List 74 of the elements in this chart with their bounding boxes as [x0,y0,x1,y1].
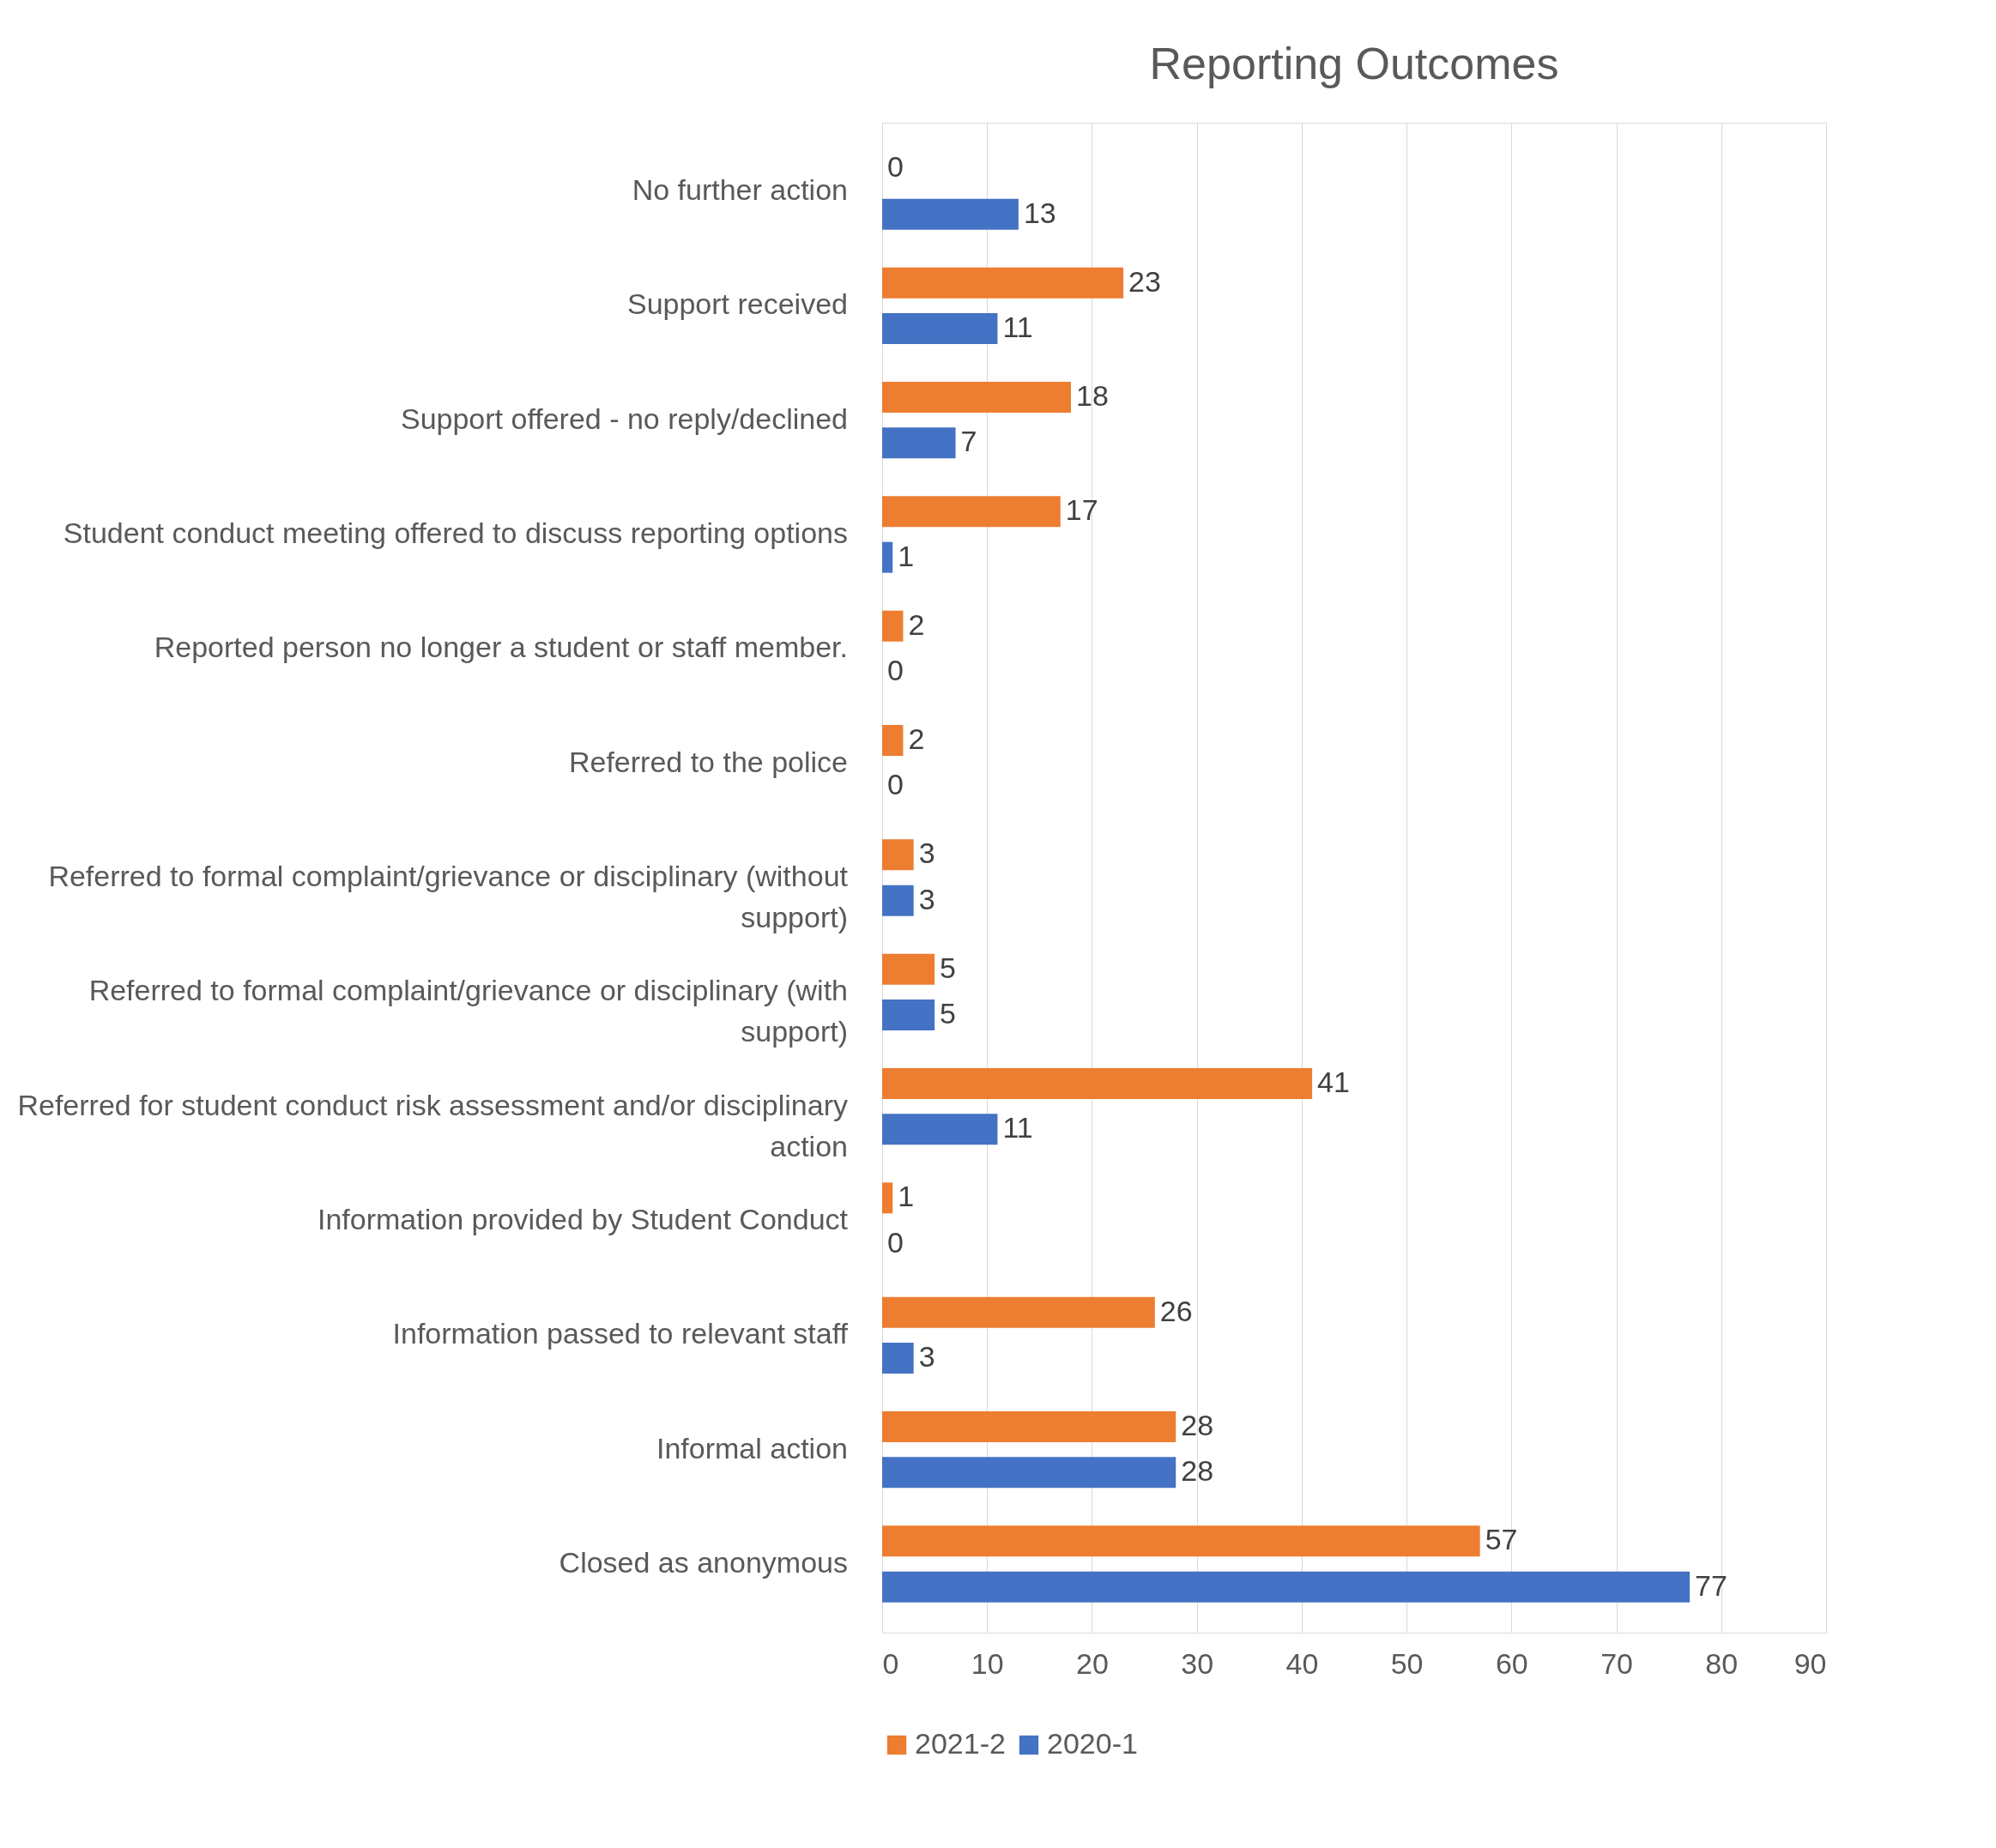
bar [882,610,904,642]
y-tick-label: Support received [626,287,848,321]
bar [882,267,1124,299]
bar [882,382,1071,413]
legend-label: 2021-2 [915,1727,1006,1760]
data-label: 28 [1181,1409,1214,1441]
bar [882,1068,1313,1099]
legend-label: 2020-1 [1047,1727,1138,1760]
data-label: 11 [1002,1111,1033,1144]
data-label: 0 [887,150,904,184]
bar [882,1411,1176,1442]
x-tick-label: 60 [1495,1646,1528,1680]
x-tick-label: 0 [882,1646,899,1680]
x-tick-label: 40 [1285,1646,1319,1680]
data-label: 2 [908,722,925,755]
bar [882,1182,893,1214]
data-label: 3 [918,836,935,870]
bar [882,725,904,756]
y-tick-label: Referred for student conduct risk assessment and/or disciplinary action [17,1088,848,1163]
y-tick-label: Referred to formal complaint/grievance or disciplinary (with support) [88,974,848,1048]
data-label: 17 [1065,493,1098,527]
y-tick-label: Information passed to relevant staff [392,1317,849,1350]
data-label: 13 [1023,196,1056,229]
y-tick-label: Reported person no longer a student or staff member. [154,631,848,664]
chart-title: Reporting Outcomes [1149,39,1559,88]
y-tick-label: Closed as anonymous [559,1546,848,1579]
data-label: 5 [940,951,957,984]
bar [882,427,956,459]
data-label: 28 [1181,1454,1214,1488]
x-tick-label: 30 [1181,1646,1214,1680]
data-label: 18 [1076,379,1109,412]
y-tick-label: Support offered - no reply/declined [400,402,848,435]
y-tick-label: Information provided by Student Conduct [317,1203,849,1235]
y-tick-label: Informal action [656,1431,848,1465]
x-tick-label: 70 [1600,1646,1633,1680]
y-tick-label: Student conduct meeting offered to discuss reporting options [63,516,848,549]
data-label: 1 [898,1180,915,1213]
x-tick-label: 80 [1705,1646,1739,1680]
bar [882,1571,1691,1603]
data-label: 41 [1317,1066,1350,1098]
data-label: 0 [887,1225,904,1259]
x-tick-label: 20 [1076,1646,1109,1680]
bar [882,1457,1176,1489]
data-label: 0 [887,768,904,801]
data-label: 11 [1002,311,1033,343]
data-label: 3 [918,1340,935,1373]
bar [882,1525,1480,1557]
y-tick-label: Referred to formal complaint/grievance or disciplinary (without support) [48,860,849,933]
data-label: 3 [918,882,935,915]
data-label: 57 [1485,1523,1518,1556]
bar [882,541,893,573]
data-label: 7 [960,425,977,458]
bar [882,1114,998,1145]
x-tick-label: 90 [1793,1646,1827,1680]
data-label: 5 [940,997,957,1030]
data-label: 1 [898,539,915,572]
data-label: 77 [1695,1568,1727,1602]
x-tick-label: 50 [1390,1646,1424,1680]
bar [882,885,914,916]
data-label: 2 [908,607,925,641]
bar [882,953,935,985]
bar [882,496,1061,528]
bar [882,1343,914,1374]
data-label: 0 [887,654,904,686]
y-tick-label: Referred to the police [568,745,848,778]
data-label: 26 [1159,1294,1193,1327]
bar [882,999,935,1030]
data-label: 23 [1128,264,1161,298]
bar [882,1296,1155,1328]
bar [882,313,998,344]
bar [882,198,1019,230]
x-tick-label: 10 [971,1646,1004,1680]
bar [882,839,914,871]
y-tick-label: No further action [632,173,848,206]
